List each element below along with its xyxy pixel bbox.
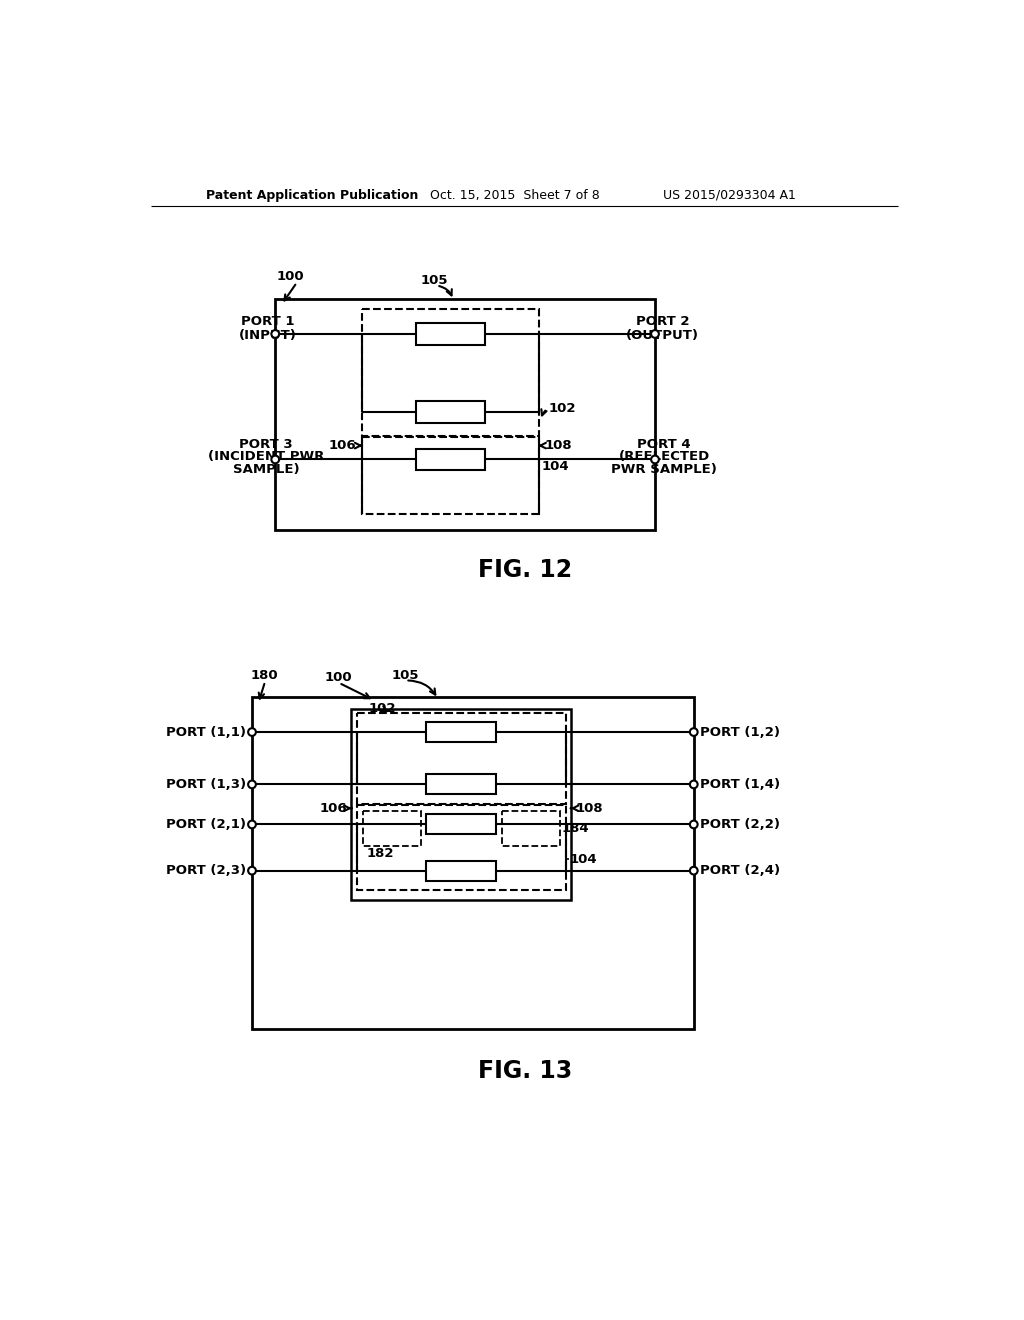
Text: PORT 4: PORT 4 <box>638 437 691 450</box>
Text: FIG. 12: FIG. 12 <box>478 558 571 582</box>
Text: PORT (1,4): PORT (1,4) <box>700 777 780 791</box>
Text: (INCIDENT PWR: (INCIDENT PWR <box>208 450 325 463</box>
Circle shape <box>248 729 256 737</box>
Bar <box>362 812 421 846</box>
Text: PORT (1,1): PORT (1,1) <box>166 726 246 739</box>
Text: 182: 182 <box>367 847 394 861</box>
Bar <box>426 814 496 834</box>
Circle shape <box>248 780 256 788</box>
Text: 105: 105 <box>421 273 449 286</box>
Bar <box>362 437 539 515</box>
Bar <box>356 805 566 890</box>
Text: Oct. 15, 2015  Sheet 7 of 8: Oct. 15, 2015 Sheet 7 of 8 <box>430 189 600 202</box>
Text: 102: 102 <box>369 702 395 714</box>
Text: PORT (2,1): PORT (2,1) <box>166 818 246 832</box>
Bar <box>426 775 496 795</box>
Text: PORT 2: PORT 2 <box>636 315 689 329</box>
Text: US 2015/0293304 A1: US 2015/0293304 A1 <box>663 189 796 202</box>
Text: 104: 104 <box>569 853 597 866</box>
Circle shape <box>690 780 697 788</box>
Text: FIG. 13: FIG. 13 <box>477 1059 572 1082</box>
Text: SAMPLE): SAMPLE) <box>232 463 299 477</box>
Bar <box>362 309 539 437</box>
Bar <box>351 709 571 900</box>
Text: 106: 106 <box>319 801 347 814</box>
Bar <box>416 449 485 470</box>
Text: 106: 106 <box>329 440 356 453</box>
Bar <box>502 812 560 846</box>
Circle shape <box>248 821 256 829</box>
Bar <box>275 298 655 529</box>
Circle shape <box>271 330 280 338</box>
Text: 108: 108 <box>545 440 572 453</box>
Text: Patent Application Publication: Patent Application Publication <box>206 189 418 202</box>
Circle shape <box>690 729 697 737</box>
Text: 108: 108 <box>575 801 603 814</box>
Text: PORT (2,2): PORT (2,2) <box>700 818 780 832</box>
Text: 104: 104 <box>541 459 568 473</box>
Circle shape <box>248 867 256 874</box>
Bar <box>356 713 566 804</box>
Text: (INPUT): (INPUT) <box>239 329 296 342</box>
Text: 180: 180 <box>251 669 279 682</box>
Bar <box>416 401 485 422</box>
Text: PORT (2,4): PORT (2,4) <box>700 865 780 878</box>
Bar <box>426 861 496 880</box>
Text: PORT (2,3): PORT (2,3) <box>166 865 246 878</box>
Circle shape <box>271 455 280 463</box>
Text: 102: 102 <box>549 403 577 416</box>
Circle shape <box>690 867 697 874</box>
Circle shape <box>651 330 658 338</box>
Text: PWR SAMPLE): PWR SAMPLE) <box>611 463 717 477</box>
Text: 184: 184 <box>561 822 589 836</box>
Text: 105: 105 <box>391 668 419 681</box>
Text: (OUTPUT): (OUTPUT) <box>627 329 699 342</box>
Text: PORT 1: PORT 1 <box>241 315 294 329</box>
Text: PORT (1,3): PORT (1,3) <box>166 777 246 791</box>
Text: 100: 100 <box>276 271 304 284</box>
Text: PORT (1,2): PORT (1,2) <box>700 726 780 739</box>
Bar <box>426 722 496 742</box>
Bar <box>416 323 485 345</box>
Circle shape <box>651 455 658 463</box>
Circle shape <box>690 821 697 829</box>
Bar <box>252 697 693 1028</box>
Text: PORT 3: PORT 3 <box>240 437 293 450</box>
Text: (REFLECTED: (REFLECTED <box>618 450 710 463</box>
Text: 100: 100 <box>325 671 352 684</box>
